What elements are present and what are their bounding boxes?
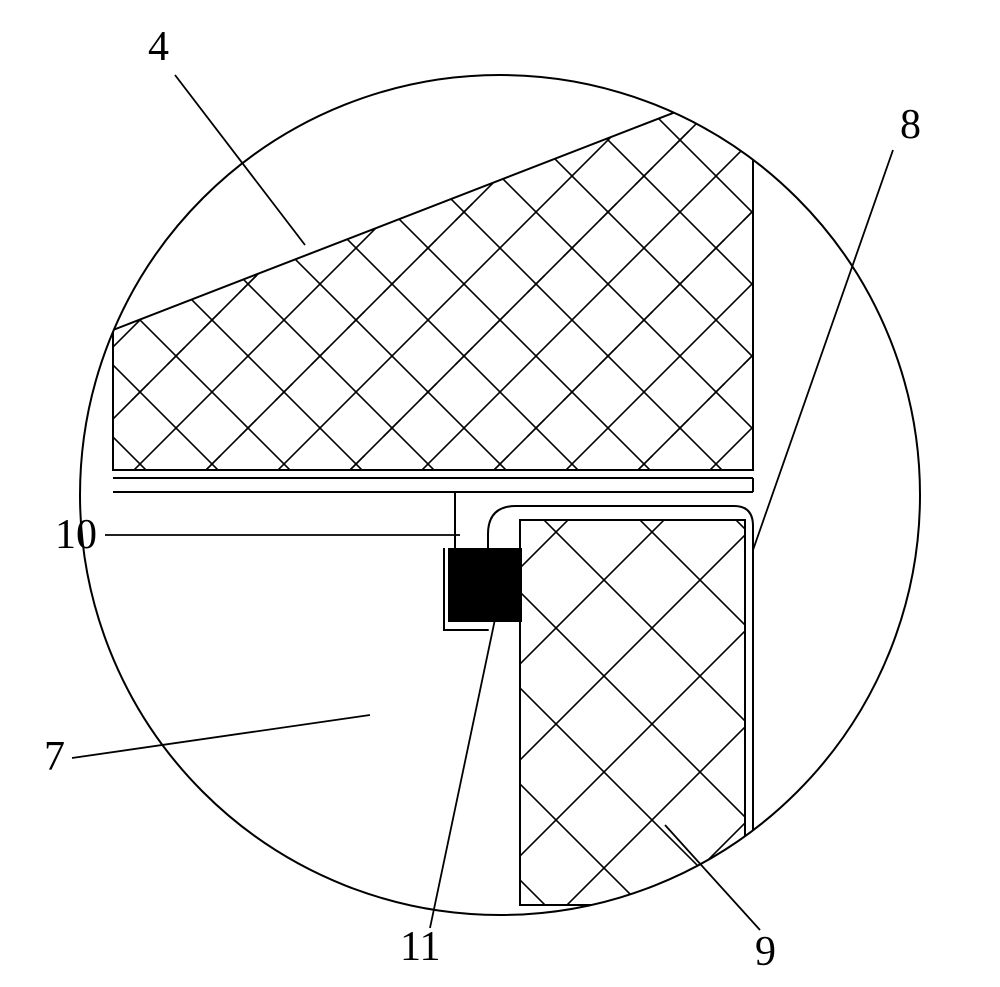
- callout-labels: 4 8 10 7 11 9: [44, 24, 921, 975]
- black-block-11: [448, 548, 522, 622]
- label-10: 10: [55, 512, 97, 558]
- label-7: 7: [44, 734, 65, 780]
- leader-lines: [72, 75, 893, 930]
- lower-block-outline: [520, 520, 745, 905]
- upper-block-hatch: [0, 0, 1000, 987]
- upper-block-outline: [113, 82, 753, 470]
- leader-8: [753, 150, 893, 550]
- leader-7: [72, 715, 370, 758]
- label-8: 8: [900, 102, 921, 148]
- technical-diagram: 4 8 10 7 11 9: [0, 0, 1000, 987]
- label-9: 9: [755, 929, 776, 975]
- leader-4: [175, 75, 305, 245]
- leader-9: [665, 825, 760, 930]
- diagram-content: [0, 0, 1000, 987]
- lower-block-hatch: [0, 0, 1000, 987]
- label-4: 4: [148, 24, 169, 70]
- detail-circle: [80, 75, 920, 915]
- leader-11: [430, 605, 498, 928]
- label-11: 11: [400, 924, 440, 970]
